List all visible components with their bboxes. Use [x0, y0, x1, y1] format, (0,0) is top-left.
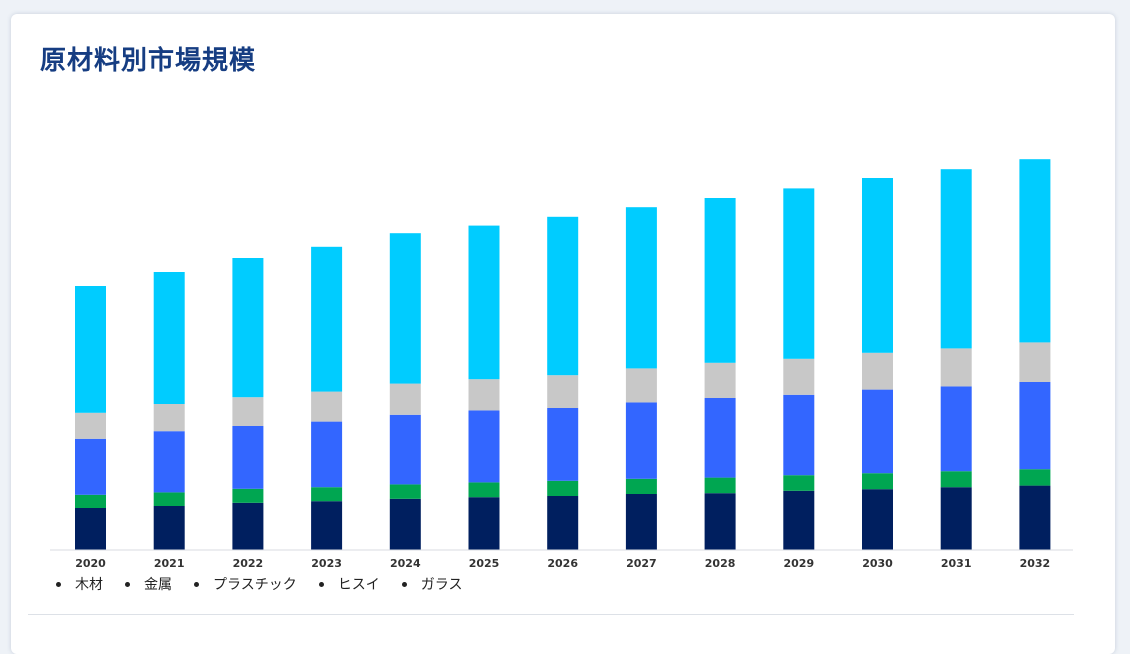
legend-item: ガラス — [401, 574, 463, 594]
bar-segment-2020-s3 — [75, 412, 106, 439]
bar-segment-2026-s4 — [547, 216, 579, 376]
bar-segment-2029-s0 — [783, 490, 815, 550]
bar-segment-2022-s0 — [232, 502, 264, 550]
bar-segment-2025-s2 — [468, 410, 500, 483]
bar-segment-2023-s4 — [311, 246, 343, 392]
legend-label: 木材 — [75, 577, 103, 593]
x-tick-label: 2023 — [311, 557, 342, 570]
legend-label: ガラス — [420, 577, 463, 593]
x-tick-label: 2024 — [390, 557, 421, 570]
bar-segment-2031-s3 — [940, 348, 972, 387]
bar-segment-2024-s2 — [389, 414, 421, 485]
x-tick-label: 2022 — [233, 557, 264, 570]
bar-segment-2024-s3 — [389, 383, 421, 415]
bar-segment-2031-s1 — [940, 471, 972, 488]
bar-segment-2021-s3 — [153, 404, 185, 432]
bar-segment-2026-s1 — [547, 480, 579, 496]
bar-segment-2027-s3 — [625, 368, 657, 403]
legend-label: 金属 — [144, 577, 172, 593]
bar-segment-2028-s1 — [704, 477, 736, 494]
bar-segment-2020-s0 — [75, 508, 106, 550]
legend-bullet-icon — [401, 581, 407, 587]
bar-segment-2031-s2 — [940, 386, 972, 472]
legend-label: プラスチック — [213, 577, 297, 593]
bar-segment-2032-s0 — [1019, 485, 1051, 550]
legend-bullet-icon — [194, 581, 199, 587]
legend-item: プラスチック — [194, 574, 297, 594]
bar-segment-2032-s4 — [1019, 159, 1051, 343]
bar-segment-2029-s3 — [783, 358, 815, 395]
x-tick-label: 2020 — [75, 557, 106, 570]
bar-segment-2025-s4 — [468, 225, 500, 380]
x-tick-label: 2028 — [705, 557, 736, 570]
bar-segment-2023-s0 — [311, 501, 343, 550]
bar-segment-2028-s2 — [704, 398, 736, 478]
bar-segment-2020-s2 — [75, 438, 106, 495]
bar-segment-2028-s4 — [704, 198, 736, 363]
x-tick-label: 2029 — [783, 557, 814, 570]
legend-item: 金属 — [125, 574, 172, 594]
bar-segment-2027-s0 — [625, 494, 657, 550]
bar-segment-2023-s2 — [311, 421, 343, 488]
bar-segment-2029-s2 — [783, 394, 815, 476]
bar-segment-2023-s3 — [311, 391, 343, 422]
bar-segment-2028-s0 — [704, 493, 736, 550]
x-tick-label: 2026 — [547, 557, 578, 570]
bar-segment-2031-s0 — [940, 487, 972, 550]
chart-title: 原材料別市場規模 — [40, 46, 257, 76]
bar-segment-2032-s3 — [1019, 342, 1051, 382]
bar-segment-2021-s0 — [153, 506, 185, 550]
legend-item: ヒスイ — [318, 574, 380, 594]
bar-segment-2022-s2 — [232, 426, 264, 489]
bar-segment-2029-s1 — [783, 475, 815, 491]
x-tick-label: 2030 — [862, 557, 893, 570]
bar-segment-2020-s4 — [75, 286, 106, 413]
bar-segment-2030-s4 — [862, 178, 893, 353]
x-tick-label: 2032 — [1020, 557, 1051, 570]
bar-segment-2028-s3 — [704, 362, 736, 398]
bar-segment-2030-s2 — [862, 389, 893, 474]
bar-segment-2031-s4 — [940, 169, 972, 349]
bar-segment-2022-s4 — [232, 258, 264, 398]
bar-segment-2027-s1 — [625, 478, 657, 494]
x-tick-label: 2021 — [154, 557, 185, 570]
bar-segment-2027-s4 — [625, 207, 657, 369]
legend-label: ヒスイ — [337, 577, 380, 593]
bar-segment-2023-s1 — [311, 487, 343, 502]
bar-chart: 2020 2021 2022 2023 2024 2025 2026 2027 2028 2029… — [50, 159, 1073, 570]
chart-legend: 木材 金属 プラスチック ヒスイ ガラス — [56, 574, 462, 594]
bar-segment-2022-s3 — [232, 397, 264, 426]
legend-bullet-icon — [56, 581, 61, 587]
bar-segment-2030-s3 — [862, 352, 893, 390]
bar-segment-2029-s4 — [783, 188, 815, 359]
legend-bullet-icon — [125, 581, 130, 587]
bars-group — [75, 159, 1051, 550]
bar-segment-2021-s1 — [153, 492, 185, 506]
bar-segment-2021-s4 — [153, 272, 185, 404]
bar-segment-2032-s1 — [1019, 469, 1051, 486]
bar-segment-2024-s0 — [389, 498, 421, 550]
bar-segment-2026-s3 — [547, 375, 579, 408]
x-tick-label: 2031 — [941, 557, 972, 570]
bar-segment-2021-s2 — [153, 431, 185, 493]
bar-segment-2024-s1 — [389, 484, 421, 499]
x-tick-label: 2025 — [469, 557, 500, 570]
bar-segment-2022-s1 — [232, 488, 264, 503]
bar-segment-2032-s2 — [1019, 382, 1051, 470]
card-divider — [28, 614, 1074, 615]
bar-segment-2025-s3 — [468, 379, 500, 411]
legend-bullet-icon — [318, 581, 324, 587]
bar-segment-2030-s0 — [862, 489, 893, 550]
bar-segment-2030-s1 — [862, 473, 893, 490]
x-tick-labels: 2020 2021 2022 2023 2024 2025 2026 2027 2028 2029… — [75, 557, 1050, 570]
bar-segment-2025-s1 — [468, 482, 500, 498]
bar-segment-2024-s4 — [389, 233, 421, 384]
bar-segment-2026-s0 — [547, 496, 579, 550]
bar-segment-2026-s2 — [547, 408, 579, 481]
bar-segment-2027-s2 — [625, 402, 657, 479]
x-tick-label: 2027 — [626, 557, 657, 570]
bar-segment-2025-s0 — [468, 497, 500, 550]
bar-segment-2020-s1 — [75, 494, 106, 508]
legend-item: 木材 — [56, 574, 103, 594]
